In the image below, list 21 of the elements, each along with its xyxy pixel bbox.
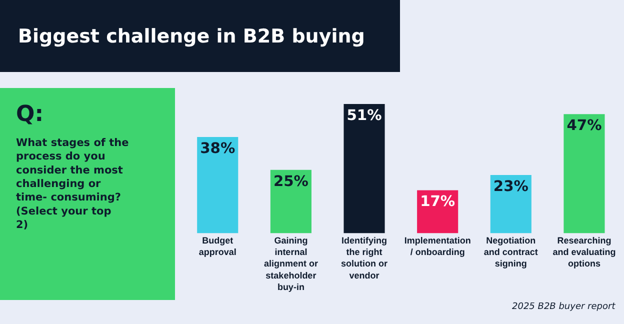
x-tick-label: Budget approval	[198, 235, 236, 257]
bar	[564, 114, 605, 234]
x-tick-label: Implementation / onboarding	[404, 235, 471, 257]
bar	[344, 104, 385, 234]
x-tick-label: Researching and evaluating options	[552, 235, 616, 269]
data-label: 23%	[493, 178, 529, 195]
x-tick-label: Gaining internal alignment or stakeholder buy-in	[264, 235, 318, 292]
bar	[270, 170, 312, 234]
data-label: 17%	[420, 193, 456, 210]
bar	[490, 174, 532, 234]
text: 2025 B2B buyer report	[512, 302, 616, 312]
data-label: 51%	[346, 106, 382, 124]
x-tick-label: Identifying the right solution or vendor	[341, 235, 388, 280]
chart-title: Biggest challenge in B2B buying	[18, 26, 365, 48]
data-label: 38%	[200, 140, 236, 157]
bar	[197, 136, 238, 234]
data-label: 25%	[273, 172, 309, 190]
text: What stages of the process do you consider the most challenging or time- consuming? (Select your top 2)	[16, 137, 129, 231]
x-tick-label: Negotiation and contract signing	[484, 235, 538, 269]
data-label: 47%	[566, 117, 602, 134]
text: Q:	[16, 102, 44, 127]
